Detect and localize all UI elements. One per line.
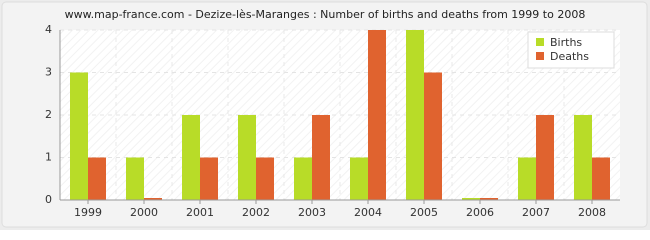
x-tick-label: 2001 <box>186 206 214 219</box>
legend-label: Births <box>550 36 582 49</box>
bar <box>518 157 536 200</box>
bar <box>480 198 498 200</box>
bar <box>592 157 610 200</box>
x-tick-label: 2005 <box>410 206 438 219</box>
bar <box>294 157 312 200</box>
bar <box>424 72 442 200</box>
legend-swatch <box>536 52 544 60</box>
y-tick-label: 0 <box>45 193 52 206</box>
bar <box>70 72 88 200</box>
bar <box>368 30 386 200</box>
bar <box>88 157 106 200</box>
x-tick-label: 2000 <box>130 206 158 219</box>
x-tick-label: 2006 <box>466 206 494 219</box>
bar <box>312 115 330 200</box>
bar <box>200 157 218 200</box>
y-tick-label: 2 <box>45 108 52 121</box>
legend-swatch <box>536 38 544 46</box>
x-tick-label: 2007 <box>522 206 550 219</box>
bar <box>350 157 368 200</box>
legend-label: Deaths <box>550 50 589 63</box>
bar <box>144 198 162 200</box>
x-tick-label: 2004 <box>354 206 382 219</box>
x-tick-label: 1999 <box>74 206 102 219</box>
bar <box>536 115 554 200</box>
x-tick-label: 2003 <box>298 206 326 219</box>
bar <box>256 157 274 200</box>
bar <box>182 115 200 200</box>
bar <box>126 157 144 200</box>
y-tick-label: 3 <box>45 66 52 79</box>
x-tick-label: 2008 <box>578 206 606 219</box>
y-tick-label: 1 <box>45 151 52 164</box>
chart-title: www.map-france.com - Dezize-lès-Maranges… <box>65 8 586 21</box>
chart: www.map-france.com - Dezize-lès-Maranges… <box>0 0 650 230</box>
bar <box>406 30 424 200</box>
bar <box>574 115 592 200</box>
bar <box>238 115 256 200</box>
x-tick-label: 2002 <box>242 206 270 219</box>
y-tick-label: 4 <box>45 23 52 36</box>
bar <box>462 198 480 200</box>
